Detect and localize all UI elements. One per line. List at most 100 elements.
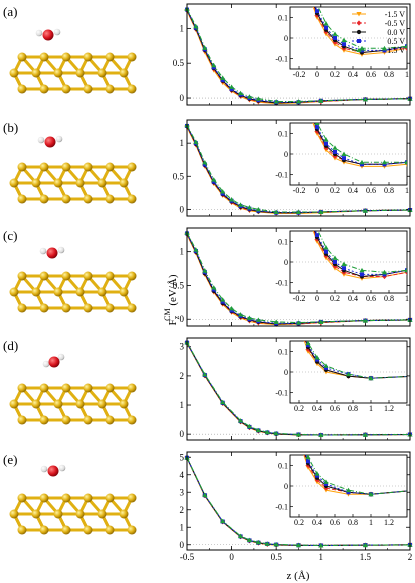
data-point <box>246 315 253 320</box>
gold-atom <box>127 271 137 281</box>
inset-frame <box>289 6 408 70</box>
water-molecule <box>35 28 61 41</box>
gold-atom <box>83 383 93 393</box>
data-point <box>211 65 216 70</box>
y-tick-label: 0 <box>180 540 185 550</box>
legend-marker <box>356 47 362 52</box>
series-group <box>184 230 413 328</box>
inset-x-tick-label: 0.2 <box>294 404 304 413</box>
inset-x-tick-label: 0.6 <box>330 518 340 527</box>
data-point <box>220 77 225 82</box>
data-point <box>255 206 261 212</box>
hydrogen-atom <box>39 247 47 255</box>
gold-atom <box>39 52 49 62</box>
gold-atom <box>17 194 27 204</box>
gold-atom <box>17 383 27 393</box>
inset-data-point <box>345 487 352 493</box>
gold-atom <box>119 509 129 519</box>
gold-atom <box>39 493 49 503</box>
plot-frame <box>186 227 411 327</box>
gold-atom <box>97 68 107 78</box>
data-point <box>362 432 368 437</box>
data-point <box>220 399 226 405</box>
gold-atom <box>105 194 115 204</box>
plot-frame <box>186 451 411 551</box>
data-point <box>246 423 253 429</box>
inset-data-point <box>342 156 346 161</box>
inset-y-tick-label: 0.1 <box>278 347 288 356</box>
inset-data-point <box>381 159 388 165</box>
gold-slab <box>9 383 137 425</box>
oxygen-atom <box>44 136 56 148</box>
charts: 00.51-0.2 0 0.2 0.4 0.6 0.8 1-0.100.1 -1.5 V-0.… <box>3 3 413 562</box>
plot-frame <box>186 3 411 106</box>
hydrogen-atom <box>58 464 66 472</box>
inset-data-point <box>333 260 337 264</box>
data-point <box>246 94 253 99</box>
hydrogen-atom <box>53 28 61 36</box>
gold-atom <box>127 415 137 425</box>
series-line-1 <box>186 234 411 326</box>
data-point <box>362 318 368 323</box>
x-tick-label: 2 <box>408 552 413 562</box>
gold-atom <box>75 68 85 78</box>
inset-data-point <box>342 42 346 47</box>
inset-series-line-5 <box>317 7 407 49</box>
inset-data-point <box>324 141 328 146</box>
inset-x-tick-label: 0.2 <box>330 186 340 195</box>
data-point <box>318 543 324 548</box>
data-point <box>202 372 208 377</box>
data-point <box>318 98 324 103</box>
gold-atom <box>105 52 115 62</box>
inset-plot: -0.2 0 0.2 0.4 0.6 0.8 1 -0.1 0 0.1 <box>275 122 409 195</box>
inset-data-point <box>324 249 328 254</box>
inset-y-tick-label: 0.1 <box>278 461 288 470</box>
gold-atom <box>75 178 85 188</box>
data-point <box>318 432 324 438</box>
y-tick-label: 0.5 <box>173 280 185 290</box>
gold-atom <box>61 194 71 204</box>
gold-atom <box>127 84 137 94</box>
series-line-5 <box>186 342 411 436</box>
panel-label: (c) <box>3 228 17 243</box>
x-tick-label: 0.5 <box>271 552 283 562</box>
gold-atom <box>53 178 63 188</box>
data-point <box>229 306 235 311</box>
inset-x-tick-label: 0.4 <box>348 186 358 195</box>
inset-series-line-2 <box>313 7 407 54</box>
gold-atom <box>61 84 71 94</box>
inset-data-point <box>323 137 329 142</box>
inset-x-tick-label: 0 <box>315 186 319 195</box>
inset-plot: 0.2 0.4 0.6 0.8 1 1.2 -0.1 0 0.1 <box>275 454 408 527</box>
y-tick-label: 1 <box>180 522 185 532</box>
legend-label: -0.5 V <box>385 19 406 28</box>
series-group <box>184 339 413 438</box>
inset-data-point <box>306 343 310 348</box>
inset-data-point <box>368 491 374 497</box>
data-point <box>193 23 199 29</box>
gold-atom <box>83 162 93 172</box>
panel-label: (e) <box>3 452 17 467</box>
inset-data-point <box>305 455 311 460</box>
gold-atom <box>39 271 49 281</box>
inset-x-tick-label: 0.6 <box>366 294 376 303</box>
inset-data-point <box>360 162 364 167</box>
data-point <box>202 159 208 165</box>
inset-series-line-5 <box>317 231 407 273</box>
gold-atom <box>97 509 107 519</box>
inset-data-point <box>404 43 407 49</box>
gold-atom <box>61 525 71 535</box>
gold-atom <box>17 415 27 425</box>
data-point <box>246 537 253 543</box>
gold-atom <box>61 271 71 281</box>
inset-x-tick-label: -0.2 <box>293 70 306 79</box>
legend-marker <box>357 39 361 43</box>
inset-x-tick-label: -0.2 <box>293 294 306 303</box>
data-point <box>211 287 216 292</box>
inset-series-line-5 <box>306 455 407 495</box>
y-tick-label: 0 <box>180 93 185 103</box>
inset-series <box>312 7 407 57</box>
gold-atom <box>39 162 49 172</box>
gold-atom <box>105 84 115 94</box>
